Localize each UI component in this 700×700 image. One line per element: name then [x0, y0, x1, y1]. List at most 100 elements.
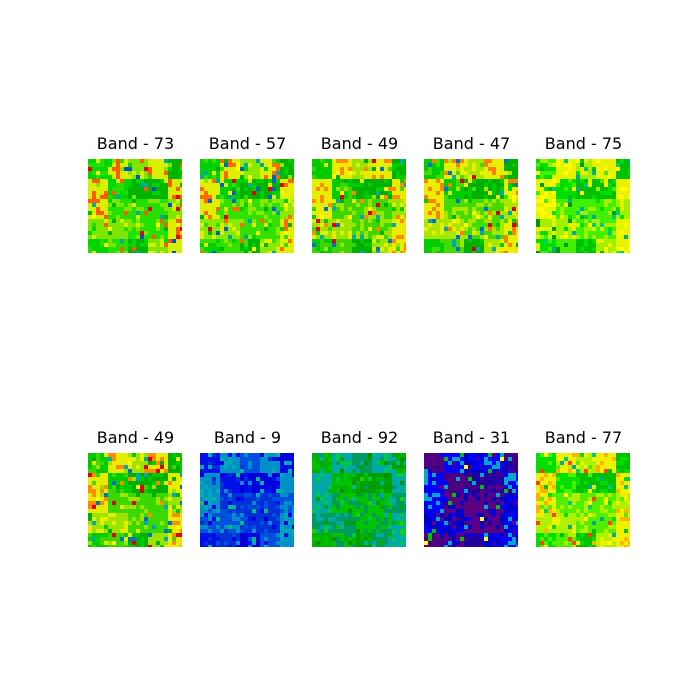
pixel-cell	[576, 171, 580, 175]
pixel-cell	[208, 509, 212, 513]
pixel-cell	[488, 183, 492, 187]
pixel-cell	[328, 485, 332, 489]
pixel-cell	[480, 231, 484, 235]
pixel-cell	[212, 461, 216, 465]
pixel-cell	[240, 247, 244, 251]
pixel-cell	[464, 175, 468, 179]
pixel-cell	[364, 513, 368, 517]
pixel-cell	[276, 493, 280, 497]
pixel-cell	[376, 235, 380, 239]
pixel-cell	[148, 513, 152, 517]
pixel-cell	[180, 509, 182, 513]
pixel-cell	[216, 171, 220, 175]
pixel-cell	[436, 489, 440, 493]
pixel-cell	[276, 251, 280, 253]
pixel-cell	[340, 219, 344, 223]
pixel-cell	[152, 461, 156, 465]
pixel-cell	[108, 521, 112, 525]
pixel-cell	[516, 251, 518, 253]
pixel-cell	[148, 501, 152, 505]
pixel-cell	[172, 175, 176, 179]
pixel-cell	[496, 227, 500, 231]
pixel-cell	[624, 235, 628, 239]
pixel-cell	[232, 513, 236, 517]
pixel-cell	[224, 461, 228, 465]
pixel-cell	[540, 163, 544, 167]
pixel-cell	[112, 227, 116, 231]
pixel-cell	[168, 469, 172, 473]
pixel-cell	[432, 505, 436, 509]
pixel-cell	[600, 175, 604, 179]
pixel-cell	[328, 215, 332, 219]
pixel-cell	[212, 179, 216, 183]
pixel-cell	[400, 513, 404, 517]
pixel-cell	[244, 465, 248, 469]
pixel-cell	[168, 453, 172, 457]
pixel-cell	[348, 239, 352, 243]
pixel-cell	[620, 159, 624, 163]
pixel-cell	[244, 509, 248, 513]
pixel-cell	[240, 195, 244, 199]
pixel-cell	[476, 489, 480, 493]
pixel-cell	[164, 223, 168, 227]
pixel-cell	[128, 469, 132, 473]
pixel-cell	[468, 493, 472, 497]
pixel-cell	[252, 537, 256, 541]
pixel-cell	[140, 509, 144, 513]
pixel-cell	[248, 453, 252, 457]
pixel-cell	[424, 497, 428, 501]
pixel-cell	[596, 191, 600, 195]
pixel-cell	[400, 191, 404, 195]
pixel-cell	[340, 493, 344, 497]
pixel-cell	[252, 481, 256, 485]
pixel-cell	[552, 247, 556, 251]
pixel-cell	[124, 481, 128, 485]
pixel-cell	[480, 191, 484, 195]
pixel-cell	[324, 469, 328, 473]
pixel-cell	[496, 207, 500, 211]
pixel-cell	[224, 195, 228, 199]
pixel-cell	[464, 235, 468, 239]
pixel-cell	[388, 243, 392, 247]
pixel-cell	[232, 509, 236, 513]
pixel-cell	[228, 219, 232, 223]
pixel-cell	[372, 461, 376, 465]
pixel-cell	[292, 453, 294, 457]
pixel-cell	[620, 235, 624, 239]
pixel-cell	[100, 497, 104, 501]
pixel-cell	[612, 183, 616, 187]
pixel-cell	[288, 521, 292, 525]
pixel-cell	[396, 159, 400, 163]
pixel-cell	[616, 187, 620, 191]
pixel-cell	[172, 497, 176, 501]
pixel-cell	[276, 231, 280, 235]
pixel-cell	[540, 159, 544, 163]
pixel-cell	[216, 227, 220, 231]
pixel-cell	[208, 231, 212, 235]
pixel-cell	[440, 227, 444, 231]
pixel-cell	[508, 469, 512, 473]
pixel-cell	[448, 163, 452, 167]
pixel-cell	[328, 247, 332, 251]
pixel-cell	[612, 251, 616, 253]
pixel-cell	[232, 505, 236, 509]
pixel-cell	[212, 509, 216, 513]
pixel-cell	[368, 473, 372, 477]
pixel-cell	[200, 227, 204, 231]
pixel-cell	[452, 223, 456, 227]
pixel-cell	[400, 497, 404, 501]
pixel-cell	[148, 541, 152, 545]
pixel-cell	[124, 477, 128, 481]
pixel-cell	[160, 171, 164, 175]
pixel-cell	[348, 545, 352, 547]
pixel-cell	[228, 465, 232, 469]
pixel-cell	[424, 231, 428, 235]
pixel-cell	[508, 239, 512, 243]
pixel-cell	[456, 505, 460, 509]
pixel-cell	[176, 453, 180, 457]
pixel-cell	[164, 533, 168, 537]
pixel-cell	[488, 477, 492, 481]
pixel-cell	[492, 167, 496, 171]
pixel-cell	[160, 227, 164, 231]
pixel-cell	[148, 247, 152, 251]
